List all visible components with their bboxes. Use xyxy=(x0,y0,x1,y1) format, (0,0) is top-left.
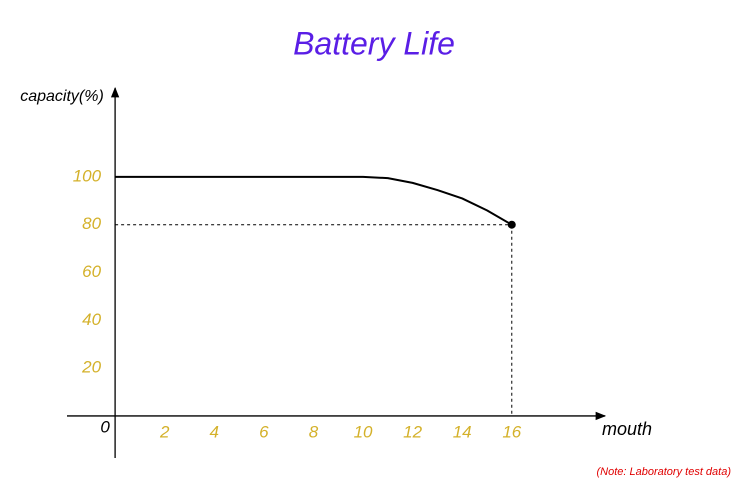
note: (Note: Laboratory test data) xyxy=(596,466,731,478)
x-tick-label: 10 xyxy=(354,422,373,441)
chart-title: Battery Life xyxy=(293,25,455,61)
y-tick-label: 80 xyxy=(82,214,101,233)
y-tick-label: 100 xyxy=(73,166,102,185)
y-axis-label: capacity(%) xyxy=(20,88,104,105)
line xyxy=(115,175,513,226)
x-tick-label: 6 xyxy=(259,422,269,441)
x-tick-label: 4 xyxy=(210,422,219,441)
x-tick-label: 12 xyxy=(403,422,422,441)
y-tick-label: 40 xyxy=(82,310,101,329)
x-tick-label: 16 xyxy=(502,422,521,441)
x-tick-label: 8 xyxy=(309,422,319,441)
x-axis-label: mouth xyxy=(602,419,652,439)
y-tick-label: 60 xyxy=(82,262,101,281)
end-point xyxy=(507,220,516,229)
y-tick-label: 20 xyxy=(81,358,101,377)
origin-label: 0 xyxy=(100,417,110,436)
x-tick-label: 2 xyxy=(159,422,170,441)
x-tick-label: 14 xyxy=(453,422,472,441)
